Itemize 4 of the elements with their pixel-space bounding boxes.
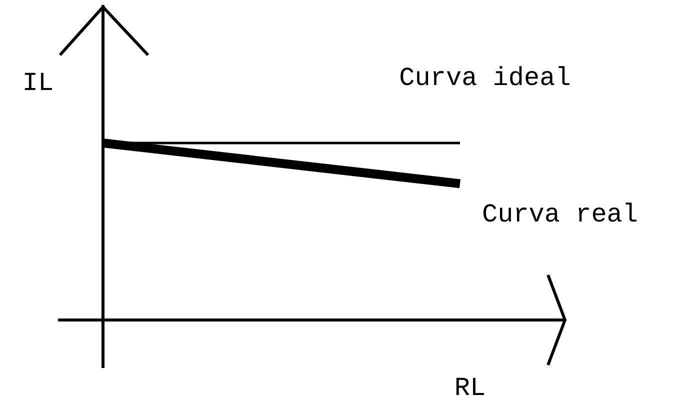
- x-axis-title: RL: [454, 373, 486, 403]
- series-label: Curva ideal: [399, 63, 571, 93]
- y-axis-title: IL: [22, 68, 54, 98]
- series-label: Curva real: [482, 200, 638, 230]
